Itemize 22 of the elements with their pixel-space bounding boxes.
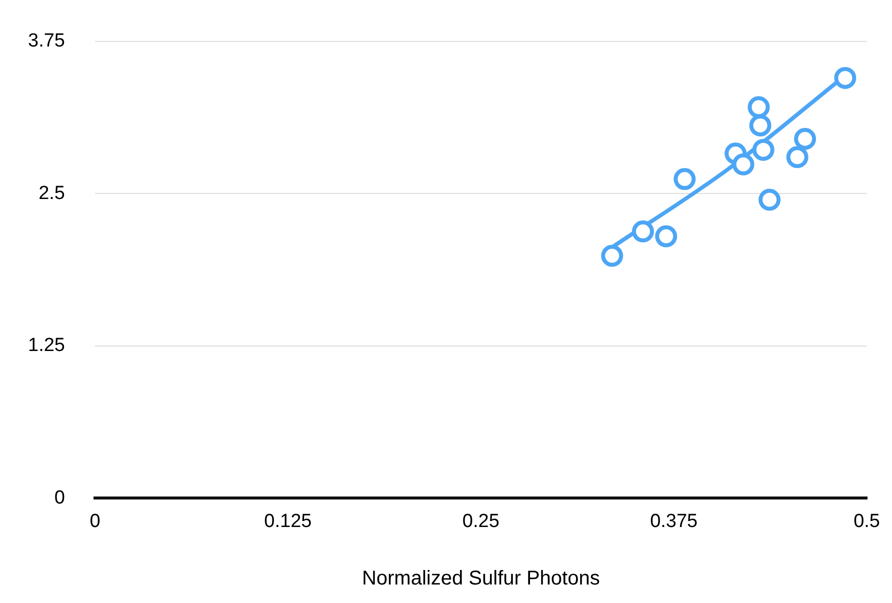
point [834,66,856,89]
x-tick-label: 0.25 [462,510,500,532]
y-tick-label: 2.5 [38,182,65,204]
x-tick-label: 0.375 [650,510,698,532]
y-tick-label: 1.25 [28,335,65,356]
point [749,114,772,136]
point [732,153,754,176]
x-axis-title: Normalized Sulfur Photons [362,568,600,590]
point [674,168,696,190]
x-tick-label: 0.5 [854,510,880,532]
point [601,244,624,267]
y-tick-label: 3.75 [28,30,65,52]
point [758,188,781,211]
y-tick-label: 0 [54,487,65,508]
point [794,128,816,150]
point [748,96,770,118]
point [632,220,654,242]
x-tick-label: 0 [90,510,100,532]
point [786,146,808,168]
x-tick-label: 0.125 [264,510,312,532]
point [752,138,774,161]
point [655,225,678,248]
